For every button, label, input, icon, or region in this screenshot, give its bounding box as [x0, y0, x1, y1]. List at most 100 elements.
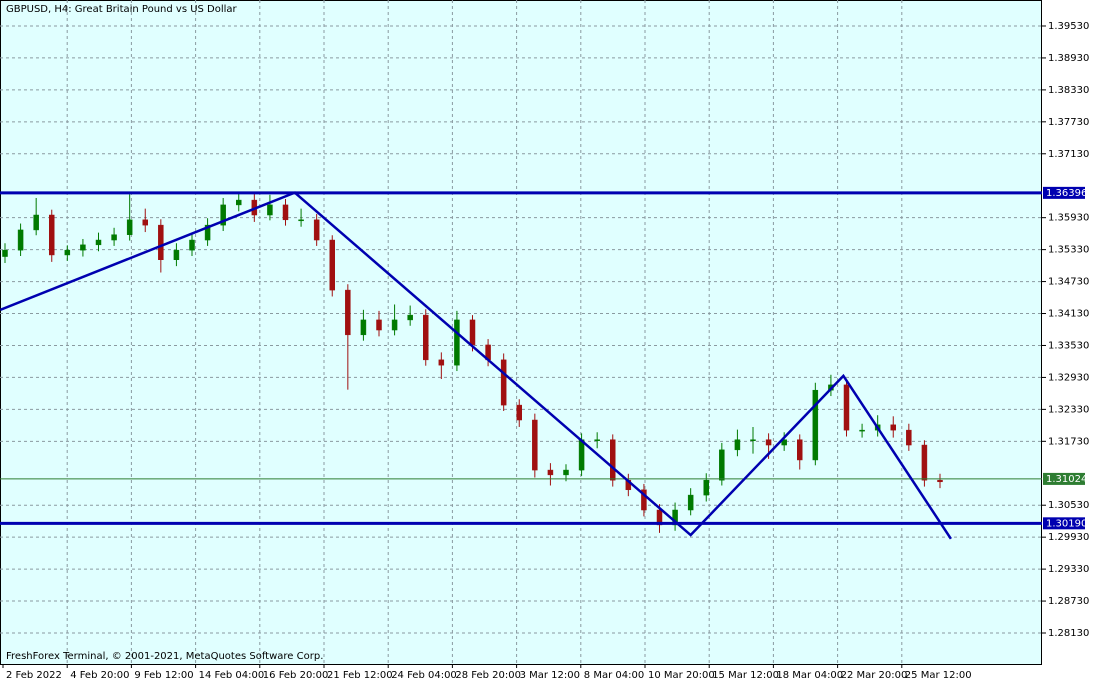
- candle-body: [64, 249, 71, 256]
- x-tick-label: 21 Feb 12:00: [327, 670, 393, 681]
- candle-body: [2, 249, 8, 257]
- candle-body: [734, 439, 741, 451]
- candle-body: [313, 219, 320, 241]
- candle-body: [407, 314, 413, 321]
- candle-body: [610, 439, 616, 481]
- y-tick-label: 1.32330: [1048, 404, 1089, 415]
- y-tick-label: 1.29330: [1048, 564, 1089, 575]
- x-tick-label: 15 Mar 12:00: [712, 670, 779, 681]
- x-tick-label: 2 Feb 2022: [6, 670, 62, 681]
- level-label: 1.36396: [1046, 188, 1087, 199]
- candle-body: [921, 444, 928, 481]
- y-tick-label: 1.34730: [1048, 277, 1089, 288]
- x-tick-label: 28 Feb 20:00: [455, 670, 521, 681]
- candle-body: [329, 239, 335, 291]
- y-tick-label: 1.28130: [1048, 628, 1089, 639]
- candle-body: [33, 214, 39, 231]
- x-tick-label: 22 Mar 20:00: [841, 670, 908, 681]
- candle-body: [906, 429, 912, 446]
- candle-body: [80, 244, 86, 251]
- candle-body: [111, 234, 117, 241]
- candle-body: [532, 419, 538, 471]
- candle-body: [578, 439, 585, 471]
- x-tick-label: 16 Feb 20:00: [263, 670, 329, 681]
- y-tick-label: 1.31730: [1048, 436, 1089, 447]
- x-tick-label: 25 Mar 12:00: [905, 670, 972, 681]
- y-tick-label: 1.34130: [1048, 309, 1089, 320]
- y-tick-label: 1.37130: [1048, 149, 1089, 160]
- y-tick-label: 1.38330: [1048, 85, 1089, 96]
- candle-body: [189, 239, 195, 251]
- candle-body: [843, 384, 850, 431]
- x-tick-label: 18 Mar 04:00: [776, 670, 843, 681]
- candle-body: [345, 289, 351, 336]
- candle-body: [797, 439, 803, 461]
- candle-body: [236, 199, 242, 206]
- candle-body: [438, 359, 445, 366]
- y-tick-label: 1.29930: [1048, 532, 1089, 543]
- bid-label-box: [1043, 472, 1085, 485]
- trend-line: [0, 191, 952, 540]
- candle-body: [781, 439, 787, 446]
- candle-body: [360, 319, 367, 336]
- candle-body: [376, 319, 382, 331]
- candle-body: [267, 204, 273, 216]
- y-tick-label: 1.35330: [1048, 245, 1089, 256]
- y-tick-label: 1.28730: [1048, 596, 1089, 607]
- candle-body: [204, 224, 211, 241]
- candle-body: [454, 319, 460, 366]
- y-tick-label: 1.35930: [1048, 213, 1089, 224]
- x-tick-label: 3 Mar 12:00: [520, 670, 580, 681]
- candle-body: [516, 404, 522, 421]
- level-label: 1.30190: [1046, 518, 1087, 529]
- y-tick-label: 1.33530: [1048, 340, 1089, 351]
- y-tick-label: 1.32930: [1048, 372, 1089, 383]
- candle-body: [890, 424, 896, 431]
- level-label-box: [1043, 517, 1085, 530]
- bid-label: 1.31024: [1046, 474, 1087, 485]
- y-tick-label: 1.30530: [1048, 500, 1089, 511]
- candle-body: [765, 439, 772, 446]
- x-tick-label: 14 Feb 04:00: [199, 670, 265, 681]
- candle-body: [126, 219, 133, 235]
- candle-body: [142, 219, 148, 226]
- candle-body: [95, 239, 102, 246]
- candle-body: [672, 509, 678, 526]
- x-tick-label: 4 Feb 20:00: [70, 670, 129, 681]
- candle-body: [547, 469, 554, 476]
- candle-body: [469, 319, 476, 346]
- x-tick-label: 8 Mar 04:00: [584, 670, 644, 681]
- plot-area: [0, 0, 1042, 665]
- candle-body: [49, 214, 55, 256]
- candle-body: [158, 224, 164, 260]
- candle-body: [703, 479, 709, 496]
- level-label-box: [1043, 186, 1085, 199]
- candle-body: [594, 439, 600, 441]
- candle-body: [563, 469, 569, 476]
- candle-body: [500, 359, 507, 406]
- candle-body: [173, 249, 180, 260]
- candle-body: [687, 494, 694, 511]
- footer: FreshForex Terminal, © 2001-2021, MetaQu…: [6, 651, 323, 662]
- x-tick-label: 24 Feb 04:00: [391, 670, 457, 681]
- candle-body: [719, 449, 725, 481]
- y-tick-label: 1.38930: [1048, 53, 1089, 64]
- chart-title: GBPUSD, H4: Great Britain Pound vs US Do…: [6, 4, 238, 15]
- candle-body: [641, 489, 647, 511]
- x-tick-label: 10 Mar 20:00: [648, 670, 715, 681]
- candle-body: [17, 229, 24, 251]
- y-tick-label: 1.37730: [1048, 117, 1089, 128]
- candle-body: [423, 314, 429, 361]
- candle-body: [750, 439, 756, 441]
- candle-body: [937, 479, 943, 483]
- candle-body: [656, 509, 663, 526]
- candle-body: [282, 204, 289, 221]
- candle-body: [859, 429, 865, 432]
- candle-body: [220, 204, 226, 226]
- candle-body: [391, 319, 398, 331]
- candle-body: [812, 389, 819, 461]
- x-tick-label: 9 Feb 12:00: [134, 670, 193, 681]
- candle-body: [298, 219, 304, 222]
